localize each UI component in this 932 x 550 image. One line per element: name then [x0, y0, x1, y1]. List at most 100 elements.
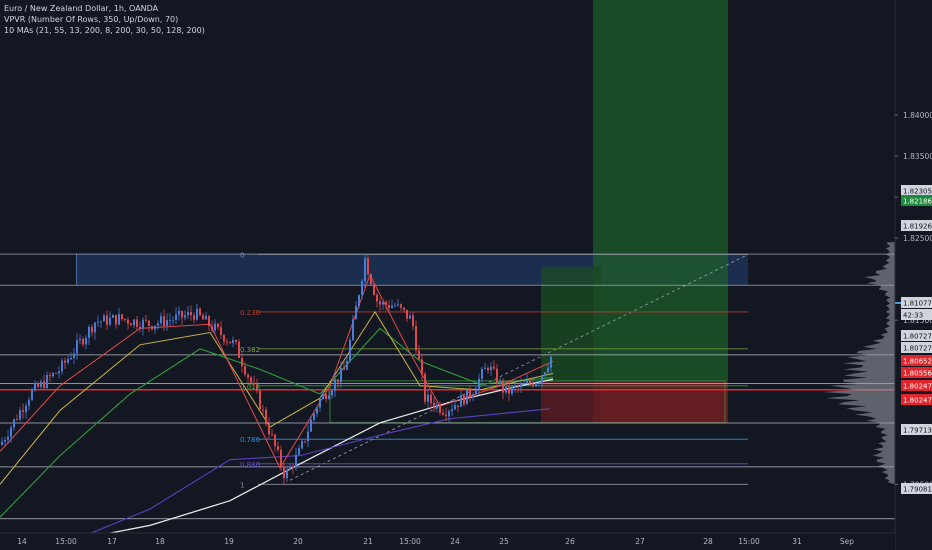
x-tick-label: 20	[293, 537, 303, 546]
price-tag-label: 1.80727	[903, 345, 932, 353]
horizontal-levels	[0, 253, 895, 520]
candle-body	[175, 314, 177, 320]
fib-label: 0.886	[240, 461, 261, 469]
candle-body	[16, 419, 18, 420]
candle-body	[214, 323, 216, 331]
drawing-zones	[76, 0, 748, 424]
candle-body	[109, 317, 111, 325]
candle-body	[4, 439, 6, 442]
candle-body	[523, 383, 525, 385]
candle-body	[82, 338, 84, 345]
candle-body	[550, 356, 552, 368]
indicator-mas-label[interactable]: 10 MAs (21, 55, 13, 200, 8, 200, 30, 50,…	[4, 26, 205, 35]
price-tag-label: 1.80556	[903, 370, 932, 378]
x-tick-label: 31	[792, 537, 802, 546]
candle-body	[508, 386, 510, 394]
candle-body	[19, 410, 21, 420]
candle-body	[10, 427, 12, 437]
ma-50-green	[0, 327, 554, 518]
candle-body	[496, 368, 498, 384]
fib-label: 0.382	[240, 346, 260, 354]
candle-body	[367, 258, 369, 275]
candle-body	[127, 319, 129, 324]
candle-body	[85, 337, 87, 345]
fib-label: 0.236	[240, 309, 261, 317]
price-tag-box	[901, 483, 932, 494]
ma-30-yellow	[0, 310, 554, 485]
candle-body	[517, 386, 519, 388]
candle-body	[157, 323, 159, 326]
candle-body	[115, 315, 117, 325]
fib-label: 1	[240, 481, 244, 489]
candle-body	[388, 304, 390, 309]
candle-body	[220, 327, 222, 335]
candle-body	[151, 325, 153, 330]
x-tick-label: Sep	[840, 537, 854, 546]
profit-zone	[593, 0, 728, 381]
candle-body	[445, 414, 447, 417]
candle-body	[499, 380, 501, 384]
candle-body	[172, 319, 174, 321]
candle-body	[13, 419, 15, 428]
candle-body	[466, 389, 468, 405]
candle-body	[100, 321, 102, 323]
candle-body	[292, 466, 294, 468]
candle-body	[430, 394, 432, 403]
candle-body	[436, 404, 438, 409]
candle-body	[31, 390, 33, 400]
time-axis-background	[0, 533, 895, 550]
candle-body	[451, 409, 453, 412]
candle-body	[49, 375, 51, 377]
candle-body	[409, 315, 411, 319]
candle-body	[196, 308, 198, 320]
candle-body	[343, 367, 345, 370]
candle-body	[328, 395, 330, 400]
candle-body	[394, 305, 396, 307]
x-tick-label: 24	[450, 537, 460, 546]
price-tag-box	[901, 185, 932, 196]
candle-body	[37, 383, 39, 387]
candle-body	[475, 389, 477, 395]
candle-body	[40, 381, 42, 387]
candle-body	[121, 314, 123, 319]
candle-body	[493, 366, 495, 369]
price-tag-label: 1.81077	[903, 300, 932, 308]
candle-body	[229, 341, 231, 344]
candle-body	[199, 308, 201, 316]
candle-body	[1, 441, 3, 445]
price-axis-background	[895, 0, 932, 550]
candle-body	[403, 307, 405, 310]
candle-body	[208, 316, 210, 326]
x-tick-label: 28	[703, 537, 713, 546]
candle-body	[61, 360, 63, 372]
candle-body	[259, 390, 261, 410]
candle-body	[505, 386, 507, 393]
candle-body	[442, 412, 444, 415]
candle-body	[55, 373, 57, 374]
indicator-vpvr-label[interactable]: VPVR (Number Of Rows, 350, Up/Down, 70)	[4, 15, 179, 24]
candle-body	[25, 405, 27, 412]
candle-body	[529, 380, 531, 384]
candle-body	[532, 383, 534, 387]
symbol-title[interactable]: Euro / New Zealand Dollar, 1h, OANDA	[4, 4, 159, 13]
loss-zone	[593, 380, 728, 423]
candle-body	[253, 382, 255, 385]
y-tick-label: 1.81500	[903, 316, 932, 325]
candle-body	[439, 404, 441, 413]
candle-body	[547, 367, 549, 373]
time-axis[interactable]: 14 15:00 17 18 19 20 21 15:00 24 25 26 27 28 15:00 31 S…	[0, 532, 895, 550]
candle-body	[481, 368, 483, 379]
candle-body	[274, 434, 276, 447]
candle-body	[106, 315, 108, 325]
candle-body	[76, 340, 78, 354]
candle-body	[7, 436, 9, 440]
candle-body	[502, 380, 504, 393]
candle-body	[325, 394, 327, 400]
price-tags: 1.82305 1.82186 1.81926 1.81077 42:33 1.80727…	[895, 185, 932, 494]
candle-body	[268, 424, 270, 435]
candle-body	[322, 394, 324, 399]
y-tick-label: 1.84000	[903, 111, 932, 120]
candle-body	[424, 374, 426, 402]
price-axis[interactable]: 1.840001.835001.830001.825001.815001.795…	[894, 0, 932, 550]
